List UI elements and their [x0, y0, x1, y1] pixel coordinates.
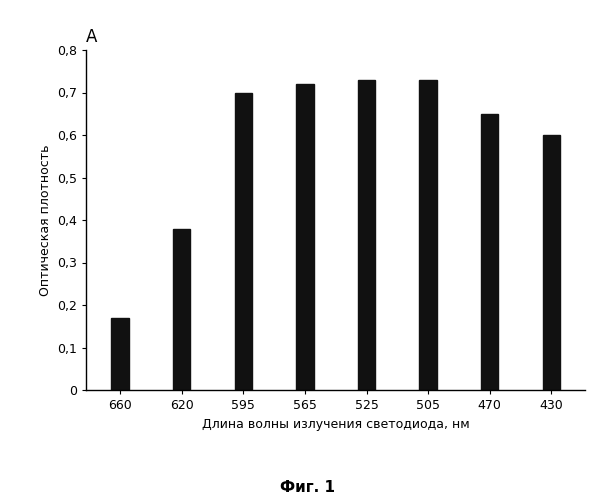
- Bar: [358, 80, 375, 390]
- Text: Фиг. 1: Фиг. 1: [280, 480, 336, 495]
- Text: А: А: [86, 28, 97, 46]
- Bar: [235, 92, 252, 390]
- Bar: [543, 135, 560, 390]
- Y-axis label: Оптическая плотность: Оптическая плотность: [39, 144, 52, 296]
- Bar: [419, 80, 437, 390]
- Bar: [173, 228, 190, 390]
- Bar: [481, 114, 498, 390]
- Bar: [296, 84, 314, 390]
- X-axis label: Длина волны излучения светодиода, нм: Длина волны излучения светодиода, нм: [202, 418, 469, 430]
- Bar: [111, 318, 129, 390]
